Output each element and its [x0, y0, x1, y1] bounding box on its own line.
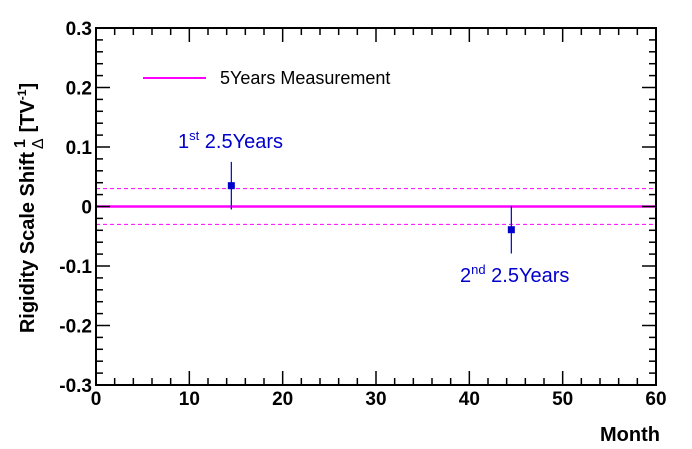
y-axis-title: Rigidity Scale Shift 1Δ [TV-1] [12, 83, 47, 333]
y-tick-label: 0.2 [66, 79, 92, 100]
y-tick-label: 0.3 [66, 19, 92, 40]
y-tick-labels: -0.3 -0.2 -0.1 0 0.1 0.2 0.3 [59, 19, 92, 397]
x-tick-label: 10 [179, 389, 200, 410]
annotation-second-suffix: 2.5Years [486, 265, 570, 287]
legend-label: 5Years Measurement [220, 68, 390, 88]
x-tick-label: 60 [645, 389, 666, 410]
measurement-band [96, 188, 656, 225]
x-tick-labels: 0 10 20 30 40 50 60 [91, 389, 667, 410]
y-axis-unit-exponent: -1 [15, 89, 29, 100]
x-tick-label: 30 [365, 389, 386, 410]
y-tick-label: -0.3 [59, 376, 92, 397]
x-tick-label: 20 [272, 389, 293, 410]
data-point-2 [507, 226, 515, 234]
legend: 5Years Measurement [143, 68, 390, 88]
y-tick-label: 0 [81, 198, 92, 219]
annotation-second-prefix: 2 [460, 265, 471, 287]
annotation-first-period: 1st 2.5Years [178, 128, 283, 153]
x-axis-title: Month [600, 424, 660, 446]
y-axis-unit-close: ] [17, 83, 39, 90]
annotation-first-sup: st [189, 128, 200, 143]
y-tick-label: -0.2 [59, 317, 92, 338]
y-axis-fraction-numerator: 1 [12, 139, 29, 148]
annotation-first-prefix: 1 [178, 131, 189, 153]
y-tick-label: -0.1 [59, 257, 92, 278]
x-tick-label: 50 [552, 389, 573, 410]
data-point-1 [227, 182, 235, 190]
annotation-second-period: 2nd 2.5Years [460, 262, 569, 287]
x-tick-label: 40 [459, 389, 480, 410]
y-axis-unit-open: [TV [17, 100, 39, 133]
svg-text:Rigidity Scale Shift1Δ[TV-1]: Rigidity Scale Shift 1Δ [TV-1] [12, 83, 47, 333]
axis-ticks [95, 27, 657, 386]
annotation-second-sup: nd [471, 262, 485, 277]
y-tick-label: 0.1 [66, 138, 93, 159]
x-tick-label: 0 [91, 389, 102, 410]
annotation-first-suffix: 2.5Years [199, 131, 283, 153]
data-points [227, 161, 515, 254]
y-axis-fraction-denominator: Δ [30, 138, 47, 149]
y-axis-title-main: Rigidity Scale Shift [17, 152, 39, 333]
